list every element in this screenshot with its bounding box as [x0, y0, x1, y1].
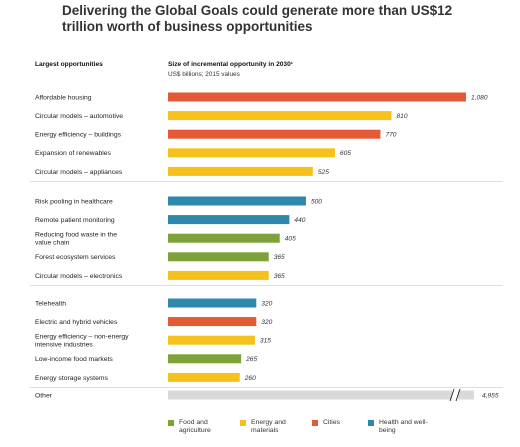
bar-value-label: 315 — [260, 338, 271, 345]
bar — [168, 317, 257, 327]
bar-label: Affordable housing — [35, 94, 92, 101]
bar-value-label: 525 — [318, 169, 329, 176]
bar — [168, 215, 290, 225]
bar-label: Other — [35, 392, 53, 399]
chart-title: Delivering the Global Goals could genera… — [62, 3, 453, 34]
bar — [168, 270, 269, 280]
bar-value-label: 810 — [397, 113, 408, 120]
axis-break-gap — [452, 388, 458, 402]
bar — [168, 196, 306, 206]
axis-break-mark — [455, 388, 461, 402]
bar — [168, 233, 280, 243]
bar-value-label: 265 — [245, 356, 257, 363]
bar-value-label: 365 — [274, 254, 285, 261]
bar-label: Circular models – electronics — [35, 273, 123, 280]
bar-other — [168, 390, 474, 400]
bar-value-label: 4,955 — [482, 392, 499, 399]
bar — [168, 92, 466, 102]
bar-label: Energy efficiency – non-energy intensive … — [35, 334, 129, 349]
bar-label: Energy efficiency – buildings — [35, 132, 122, 139]
bar-label: Low-income food markets — [35, 356, 113, 363]
bar-label: Expansion of renewables — [35, 150, 112, 157]
bar — [168, 372, 240, 382]
legend-item: Health and well-being — [368, 419, 433, 435]
bar — [168, 166, 313, 176]
bar — [168, 111, 392, 121]
legend-swatch — [168, 420, 174, 426]
bar — [168, 335, 255, 345]
bar-label: Telehealth — [35, 300, 66, 307]
bar-value-label: 440 — [294, 217, 305, 224]
bar-label: Circular models – appliances — [35, 169, 123, 176]
legend-label: Energy and materials — [251, 419, 286, 434]
bar-value-label: 260 — [244, 375, 256, 382]
legend-label: Food and agriculture — [179, 419, 211, 434]
bar-value-label: 605 — [340, 150, 351, 157]
bar-label: Electric and hybrid vehicles — [35, 319, 118, 326]
bar — [168, 354, 242, 364]
bar-label: Remote patient monitoring — [35, 217, 115, 224]
legend-swatch — [240, 420, 246, 426]
bar-value-label: 500 — [311, 198, 322, 205]
bar-value-label: 405 — [285, 236, 296, 243]
legend-label: Health and well-being — [379, 419, 428, 434]
bar-label: Forest ecosystem services — [35, 254, 116, 261]
category-column-header: Largest opportunities — [35, 61, 103, 68]
bar-value-label: 365 — [274, 273, 285, 280]
bar-label: Energy storage systems — [35, 375, 109, 382]
bar-value-label: 320 — [261, 300, 272, 307]
legend-label: Cities — [323, 419, 340, 426]
bar-label: Reducing food waste in the value chain — [35, 232, 117, 247]
bar — [168, 148, 335, 158]
bar-label: Risk pooling in healthcare — [35, 198, 113, 205]
bar — [168, 129, 381, 139]
legend-swatch — [312, 420, 318, 426]
bar — [168, 298, 257, 308]
bar-value-label: 770 — [385, 132, 396, 139]
bar — [168, 252, 269, 262]
legend-item: Cities — [312, 419, 373, 427]
legend-item: Food and agriculture — [168, 419, 233, 435]
bar-label: Circular models – automotive — [35, 113, 123, 120]
legend-item: Energy and materials — [240, 419, 305, 435]
value-units-note: US$ billions; 2015 values — [168, 71, 240, 78]
value-column-header: Size of incremental opportunity in 2030¹ — [168, 61, 293, 68]
bar-value-label: 1,080 — [471, 94, 488, 101]
axis-break-mark — [449, 388, 455, 402]
legend-swatch — [368, 420, 374, 426]
bar-value-label: 320 — [261, 319, 272, 326]
